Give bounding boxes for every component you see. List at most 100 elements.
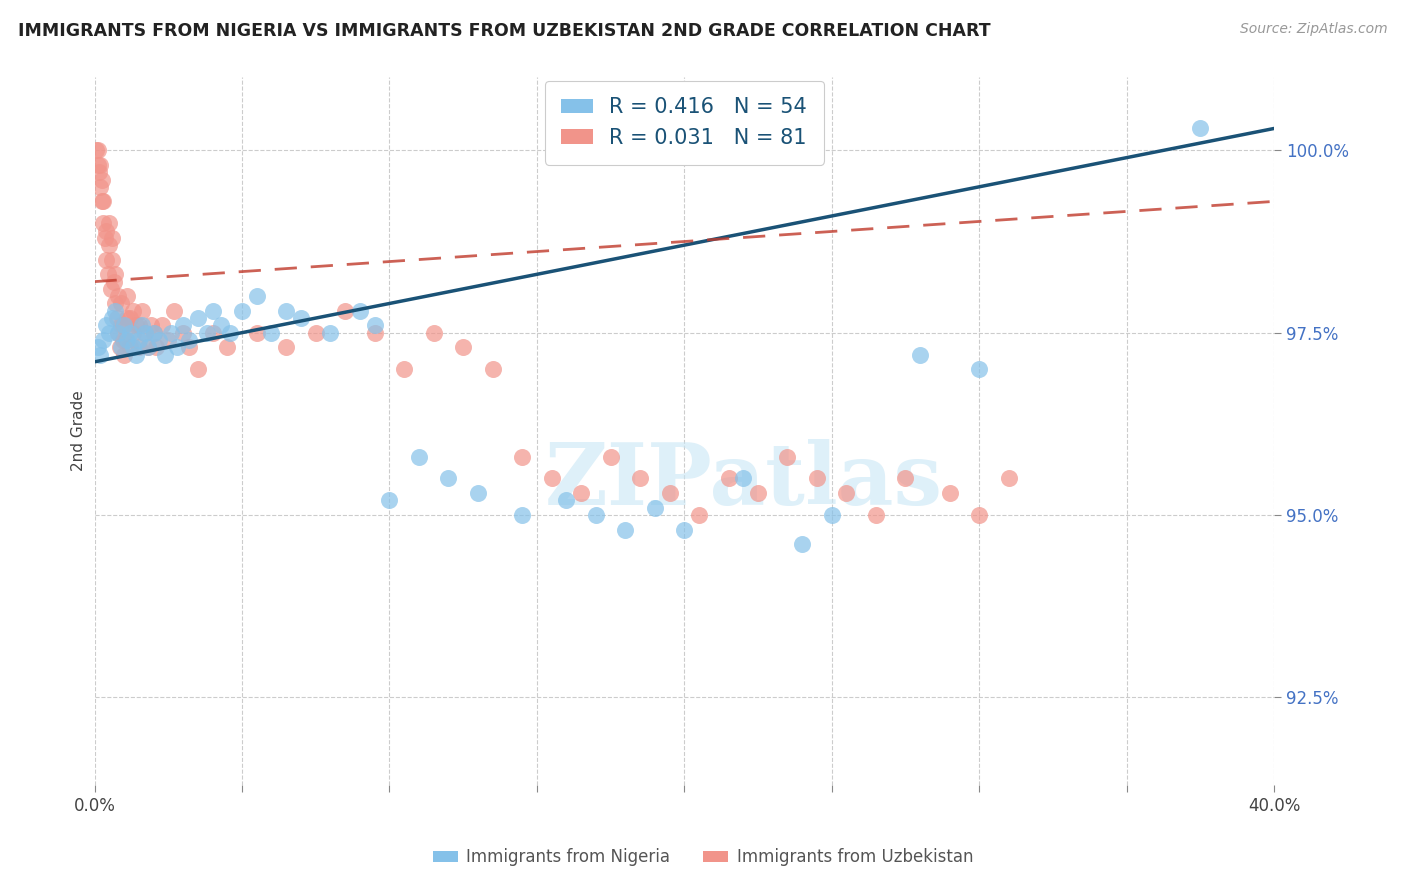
Point: [118, 311, 141, 326]
Point: [122, 303, 145, 318]
Point: [569, 486, 592, 500]
Point: [628, 471, 651, 485]
Point: [865, 508, 887, 522]
Point: [349, 303, 371, 318]
Point: [166, 340, 188, 354]
Point: [118, 340, 141, 354]
Point: [363, 326, 385, 340]
Point: [101, 311, 124, 326]
Point: [89, 158, 111, 172]
Y-axis label: 2nd Grade: 2nd Grade: [72, 391, 86, 472]
Point: [142, 326, 165, 340]
Point: [599, 450, 621, 464]
Point: [96, 318, 118, 333]
Point: [155, 347, 177, 361]
Point: [319, 326, 342, 340]
Point: [217, 340, 239, 354]
Point: [122, 340, 145, 354]
Point: [157, 333, 180, 347]
Point: [510, 450, 533, 464]
Point: [160, 326, 183, 340]
Point: [89, 347, 111, 361]
Point: [658, 486, 681, 500]
Point: [96, 223, 118, 237]
Point: [585, 508, 607, 522]
Point: [114, 333, 136, 347]
Point: [112, 318, 135, 333]
Point: [806, 471, 828, 485]
Point: [335, 303, 357, 318]
Point: [305, 326, 328, 340]
Point: [111, 333, 134, 347]
Point: [122, 326, 145, 340]
Point: [86, 158, 108, 172]
Point: [177, 333, 200, 347]
Point: [94, 231, 117, 245]
Point: [260, 326, 283, 340]
Point: [103, 275, 125, 289]
Point: [967, 508, 990, 522]
Point: [276, 340, 298, 354]
Point: [776, 450, 799, 464]
Text: IMMIGRANTS FROM NIGERIA VS IMMIGRANTS FROM UZBEKISTAN 2ND GRADE CORRELATION CHAR: IMMIGRANTS FROM NIGERIA VS IMMIGRANTS FR…: [18, 22, 991, 40]
Point: [747, 486, 769, 500]
Point: [107, 326, 129, 340]
Point: [125, 318, 148, 333]
Point: [209, 318, 232, 333]
Point: [187, 362, 209, 376]
Point: [101, 252, 124, 267]
Point: [187, 311, 209, 326]
Point: [93, 216, 115, 230]
Point: [201, 303, 224, 318]
Point: [139, 318, 162, 333]
Point: [276, 303, 298, 318]
Point: [172, 326, 194, 340]
Point: [110, 318, 132, 333]
Point: [136, 340, 159, 354]
Point: [540, 471, 562, 485]
Point: [101, 231, 124, 245]
Point: [112, 318, 135, 333]
Point: [105, 311, 128, 326]
Point: [134, 326, 156, 340]
Point: [104, 268, 127, 282]
Point: [125, 347, 148, 361]
Point: [688, 508, 710, 522]
Point: [908, 347, 931, 361]
Point: [115, 311, 138, 326]
Point: [1189, 121, 1212, 136]
Point: [128, 318, 150, 333]
Point: [110, 296, 132, 310]
Point: [96, 252, 118, 267]
Point: [231, 303, 253, 318]
Point: [733, 471, 755, 485]
Point: [108, 340, 131, 354]
Point: [219, 326, 242, 340]
Point: [997, 471, 1019, 485]
Point: [673, 523, 696, 537]
Point: [98, 238, 121, 252]
Point: [163, 303, 186, 318]
Point: [98, 216, 121, 230]
Point: [290, 311, 312, 326]
Point: [118, 326, 141, 340]
Point: [89, 179, 111, 194]
Point: [134, 326, 156, 340]
Point: [128, 333, 150, 347]
Point: [938, 486, 960, 500]
Point: [378, 493, 401, 508]
Point: [717, 471, 740, 485]
Point: [451, 340, 474, 354]
Point: [115, 289, 138, 303]
Point: [148, 333, 170, 347]
Point: [136, 340, 159, 354]
Point: [93, 194, 115, 209]
Point: [112, 347, 135, 361]
Point: [86, 340, 108, 354]
Point: [201, 326, 224, 340]
Point: [100, 282, 122, 296]
Point: [422, 326, 444, 340]
Point: [107, 326, 129, 340]
Point: [128, 340, 150, 354]
Point: [131, 303, 153, 318]
